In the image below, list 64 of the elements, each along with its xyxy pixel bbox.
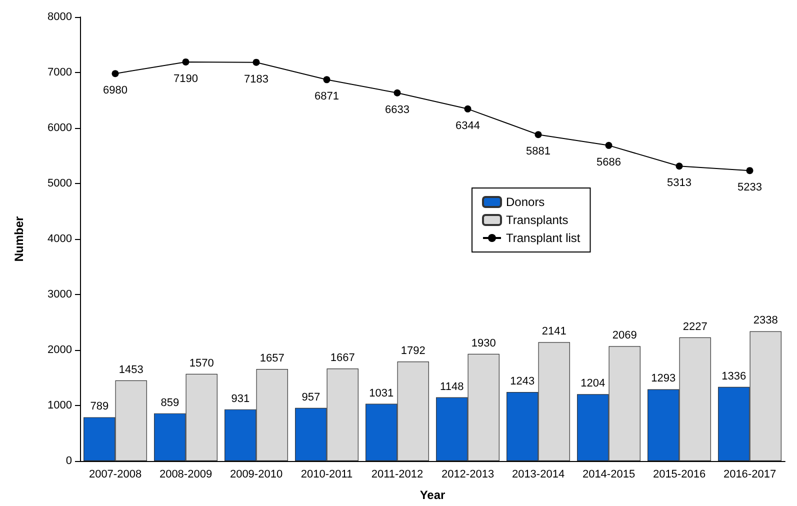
legend-label: Transplant list bbox=[506, 231, 581, 245]
data-label: 1243 bbox=[510, 376, 535, 388]
x-tick-label: 2014-2015 bbox=[582, 468, 636, 480]
data-label: 1453 bbox=[118, 364, 144, 376]
data-label: 2141 bbox=[542, 326, 566, 338]
data-label: 6633 bbox=[385, 104, 410, 116]
x-tick-label: 2009-2010 bbox=[230, 468, 283, 480]
data-label: 2069 bbox=[612, 330, 637, 342]
data-label: 1570 bbox=[189, 357, 214, 370]
point bbox=[464, 105, 472, 112]
point bbox=[534, 131, 542, 138]
data-label: 1204 bbox=[580, 378, 606, 390]
data-label: 1930 bbox=[471, 337, 496, 350]
data-label: 1293 bbox=[651, 372, 676, 385]
point bbox=[746, 167, 754, 174]
data-label: 2338 bbox=[753, 314, 778, 327]
data-label: 1792 bbox=[400, 345, 426, 358]
x-tick-label: 2011-2012 bbox=[371, 468, 424, 480]
data-label: 931 bbox=[231, 392, 250, 405]
point bbox=[252, 58, 260, 66]
point bbox=[323, 76, 330, 84]
data-label: 6871 bbox=[314, 90, 339, 103]
point bbox=[605, 142, 612, 149]
x-tick-label: 2016-2017 bbox=[723, 468, 776, 480]
data-label: 2227 bbox=[682, 320, 708, 333]
point bbox=[676, 162, 683, 170]
data-label: 859 bbox=[160, 396, 180, 409]
data-label: 957 bbox=[302, 391, 320, 404]
data-label: 789 bbox=[90, 400, 109, 413]
y-tick-label: 2000 bbox=[48, 344, 72, 356]
data-label: 5686 bbox=[596, 156, 621, 168]
point bbox=[394, 89, 401, 96]
y-tick-label: 6000 bbox=[48, 122, 72, 134]
data-label: 1336 bbox=[722, 370, 746, 382]
y-tick-label: 5000 bbox=[48, 178, 72, 190]
data-label: 6344 bbox=[456, 120, 480, 132]
y-tick-label: 7000 bbox=[48, 66, 72, 78]
y-tick-label: 4000 bbox=[48, 233, 72, 245]
data-label: 7183 bbox=[244, 73, 268, 86]
data-label: 7190 bbox=[174, 72, 198, 85]
x-axis-title: Year bbox=[420, 488, 446, 502]
legend-label: Transplants bbox=[506, 213, 568, 227]
x-tick-label: 2007-2008 bbox=[88, 468, 142, 480]
x-tick-label: 2013-2014 bbox=[512, 468, 565, 480]
y-tick-label: 0 bbox=[66, 455, 72, 467]
point bbox=[182, 58, 190, 66]
y-tick-label: 1000 bbox=[48, 400, 72, 412]
y-tick-label: 3000 bbox=[48, 288, 72, 300]
y-axis-title: Number bbox=[12, 216, 26, 262]
data-label: 5313 bbox=[667, 177, 692, 190]
y-tick-label: 8000 bbox=[48, 11, 72, 23]
x-tick-label: 2015-2016 bbox=[652, 468, 706, 480]
data-label: 1667 bbox=[330, 352, 355, 364]
x-tick-label: 2010-2011 bbox=[300, 468, 353, 480]
x-tick-label: 2008-2009 bbox=[159, 468, 212, 480]
x-tick-label: 2012-2013 bbox=[441, 468, 494, 480]
data-label: 5233 bbox=[738, 182, 762, 194]
legend-label: Donors bbox=[506, 195, 545, 209]
data-label: 1148 bbox=[440, 380, 464, 393]
point bbox=[112, 70, 119, 78]
data-label: 6980 bbox=[103, 84, 128, 97]
data-label: 5881 bbox=[526, 146, 550, 158]
data-label: 1031 bbox=[369, 387, 394, 400]
data-label: 1657 bbox=[260, 352, 284, 365]
